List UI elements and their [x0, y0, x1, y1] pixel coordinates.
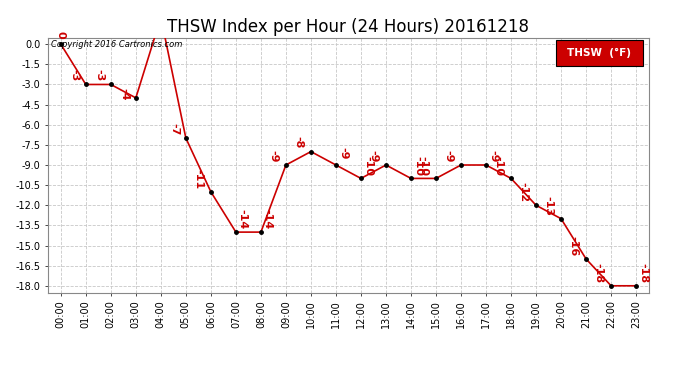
Text: -7: -7	[170, 123, 180, 135]
Text: -3: -3	[70, 69, 80, 82]
Text: -18: -18	[638, 263, 648, 283]
Title: THSW Index per Hour (24 Hours) 20161218: THSW Index per Hour (24 Hours) 20161218	[168, 18, 529, 36]
Text: -10: -10	[363, 156, 373, 176]
Text: THSW  (°F): THSW (°F)	[567, 48, 631, 58]
Text: -8: -8	[293, 136, 304, 149]
Text: -18: -18	[593, 263, 604, 283]
Text: -14: -14	[263, 209, 273, 230]
Text: -11: -11	[193, 169, 204, 189]
Bar	[555, 40, 642, 66]
Text: -14: -14	[238, 209, 248, 230]
Text: -9: -9	[268, 150, 279, 162]
Text: -10: -10	[419, 156, 428, 176]
Text: -9: -9	[488, 150, 498, 162]
Text: -12: -12	[519, 182, 529, 203]
Text: Copyright 2016 Cartronics.com: Copyright 2016 Cartronics.com	[51, 40, 183, 49]
Text: -4: -4	[120, 88, 130, 101]
Text: -10: -10	[413, 156, 423, 176]
Text: -9: -9	[444, 150, 453, 162]
Text: 2: 2	[0, 374, 1, 375]
Text: 0: 0	[56, 31, 66, 39]
Text: -13: -13	[544, 196, 553, 216]
Text: -16: -16	[569, 236, 579, 256]
Text: -10: -10	[493, 156, 504, 176]
Text: -3: -3	[95, 69, 105, 82]
Text: -9: -9	[338, 147, 348, 159]
Text: -9: -9	[368, 150, 379, 162]
